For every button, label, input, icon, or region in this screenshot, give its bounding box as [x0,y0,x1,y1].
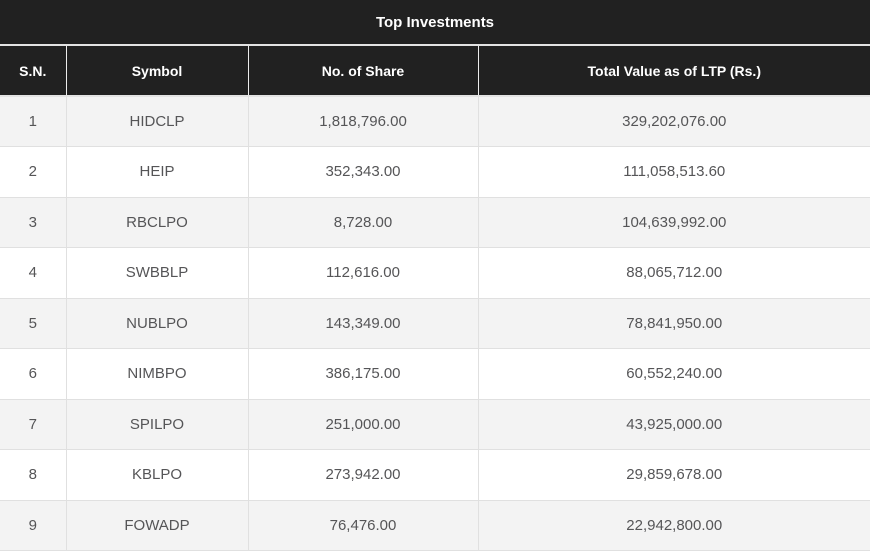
cell-value: 78,841,950.00 [478,298,870,349]
cell-value: 60,552,240.00 [478,348,870,400]
table-row: 6 NIMBPO 386,175.00 60,552,240.00 [0,348,870,400]
column-header-symbol: Symbol [66,46,249,97]
cell-shares: 143,349.00 [248,298,479,349]
table-row: 5 NUBLPO 143,349.00 78,841,950.00 [0,298,870,349]
cell-symbol: NIMBPO [66,348,249,400]
cell-symbol: HIDCLP [66,96,249,147]
cell-sn: 7 [0,399,67,450]
cell-sn: 3 [0,197,67,248]
cell-value: 43,925,000.00 [478,399,870,450]
cell-symbol: KBLPO [66,449,249,501]
table-header: S.N. Symbol No. of Share Total Value as … [0,46,870,97]
widget-title-bar: Top Investments [0,0,870,46]
table-row: 9 FOWADP 76,476.00 22,942,800.00 [0,500,870,551]
table-header-row: S.N. Symbol No. of Share Total Value as … [0,46,870,97]
column-header-shares: No. of Share [248,46,479,97]
table-body: 1 HIDCLP 1,818,796.00 329,202,076.00 2 H… [0,96,870,551]
cell-value: 88,065,712.00 [478,247,870,299]
cell-shares: 273,942.00 [248,449,479,501]
cell-value: 22,942,800.00 [478,500,870,551]
cell-symbol: FOWADP [66,500,249,551]
cell-sn: 8 [0,449,67,501]
cell-value: 29,859,678.00 [478,449,870,501]
cell-sn: 1 [0,96,67,147]
cell-symbol: HEIP [66,146,249,198]
cell-shares: 8,728.00 [248,197,479,248]
table-row: 7 SPILPO 251,000.00 43,925,000.00 [0,399,870,450]
cell-symbol: SPILPO [66,399,249,450]
table-row: 4 SWBBLP 112,616.00 88,065,712.00 [0,247,870,299]
cell-value: 104,639,992.00 [478,197,870,248]
cell-value: 329,202,076.00 [478,96,870,147]
table-row: 1 HIDCLP 1,818,796.00 329,202,076.00 [0,96,870,147]
cell-symbol: SWBBLP [66,247,249,299]
cell-sn: 4 [0,247,67,299]
cell-sn: 9 [0,500,67,551]
table-row: 8 KBLPO 273,942.00 29,859,678.00 [0,449,870,501]
cell-shares: 1,818,796.00 [248,96,479,147]
table-row: 3 RBCLPO 8,728.00 104,639,992.00 [0,197,870,248]
widget-title: Top Investments [375,13,495,31]
cell-shares: 352,343.00 [248,146,479,198]
table-row: 2 HEIP 352,343.00 111,058,513.60 [0,146,870,198]
cell-value: 111,058,513.60 [478,146,870,198]
cell-sn: 6 [0,348,67,400]
column-header-value: Total Value as of LTP (Rs.) [478,46,870,97]
cell-sn: 5 [0,298,67,349]
cell-shares: 386,175.00 [248,348,479,400]
cell-symbol: NUBLPO [66,298,249,349]
top-investments-table: S.N. Symbol No. of Share Total Value as … [0,46,870,551]
cell-shares: 76,476.00 [248,500,479,551]
cell-shares: 251,000.00 [248,399,479,450]
column-header-sn: S.N. [0,46,67,97]
cell-symbol: RBCLPO [66,197,249,248]
cell-sn: 2 [0,146,67,198]
cell-shares: 112,616.00 [248,247,479,299]
